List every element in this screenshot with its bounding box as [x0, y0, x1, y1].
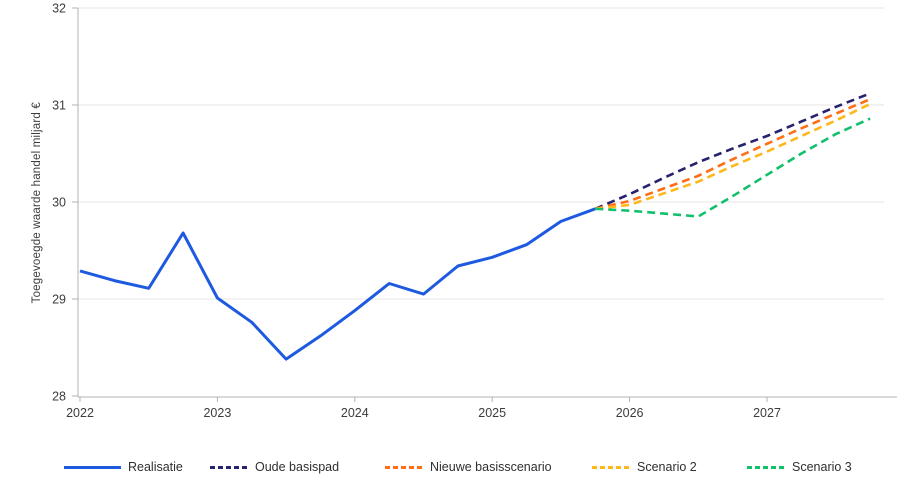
legend-line-solid-swatch: [64, 465, 121, 469]
legend-label: Oude basispad: [255, 460, 340, 474]
y-tick-label: 32: [52, 2, 66, 16]
y-axis-title-box: Toegevoegde waarde handel miljard €: [24, 8, 50, 398]
plot-area: 28 29 30 31 32 2022 2023 2024 2025 2026 2027: [52, 2, 897, 420]
legend-line-dashed-swatch: [385, 465, 423, 469]
x-tick-label: 2022: [66, 406, 94, 420]
legend-item-nieuwe-basisscenario: Nieuwe basisscenario: [385, 460, 552, 474]
series-line-realisatie: [79, 207, 596, 361]
legend-item-oude-basispad: Oude basispad: [210, 460, 339, 474]
legend-item-realisatie: Realisatie: [64, 460, 183, 474]
legend-item-scenario-3: Scenario 3: [747, 460, 852, 474]
legend-label: Scenario 2: [637, 460, 697, 474]
y-tick-label: 31: [52, 99, 66, 113]
x-tick-label: 2024: [341, 406, 369, 420]
x-tick-label: 2023: [203, 406, 231, 420]
y-tick-label: 28: [52, 390, 66, 404]
y-tick-label: 29: [52, 293, 66, 307]
x-tick-label: 2027: [753, 406, 781, 420]
legend-label: Realisatie: [128, 460, 183, 474]
series-line-nieuwe-basisscenario: [595, 98, 871, 211]
legend: Realisatie Oude basispad Nieuwe basisscena…: [0, 452, 900, 484]
legend-line-dashed-swatch: [210, 465, 248, 469]
x-tick-label: 2025: [478, 406, 506, 420]
legend-item-scenario-2: Scenario 2: [592, 460, 697, 474]
y-tick-label: 30: [52, 196, 66, 210]
series-line-scenario-2: [595, 102, 871, 211]
legend-label: Nieuwe basisscenario: [430, 460, 552, 474]
legend-label: Scenario 3: [792, 460, 852, 474]
legend-line-dashed-swatch: [747, 465, 785, 469]
legend-line-dashed-swatch: [592, 465, 630, 469]
x-tick-label: 2026: [616, 406, 644, 420]
y-axis-title: Toegevoegde waarde handel miljard €: [31, 102, 43, 304]
series-line-oude-basispad: [594, 92, 871, 210]
series-line-scenario-3: [595, 117, 871, 218]
